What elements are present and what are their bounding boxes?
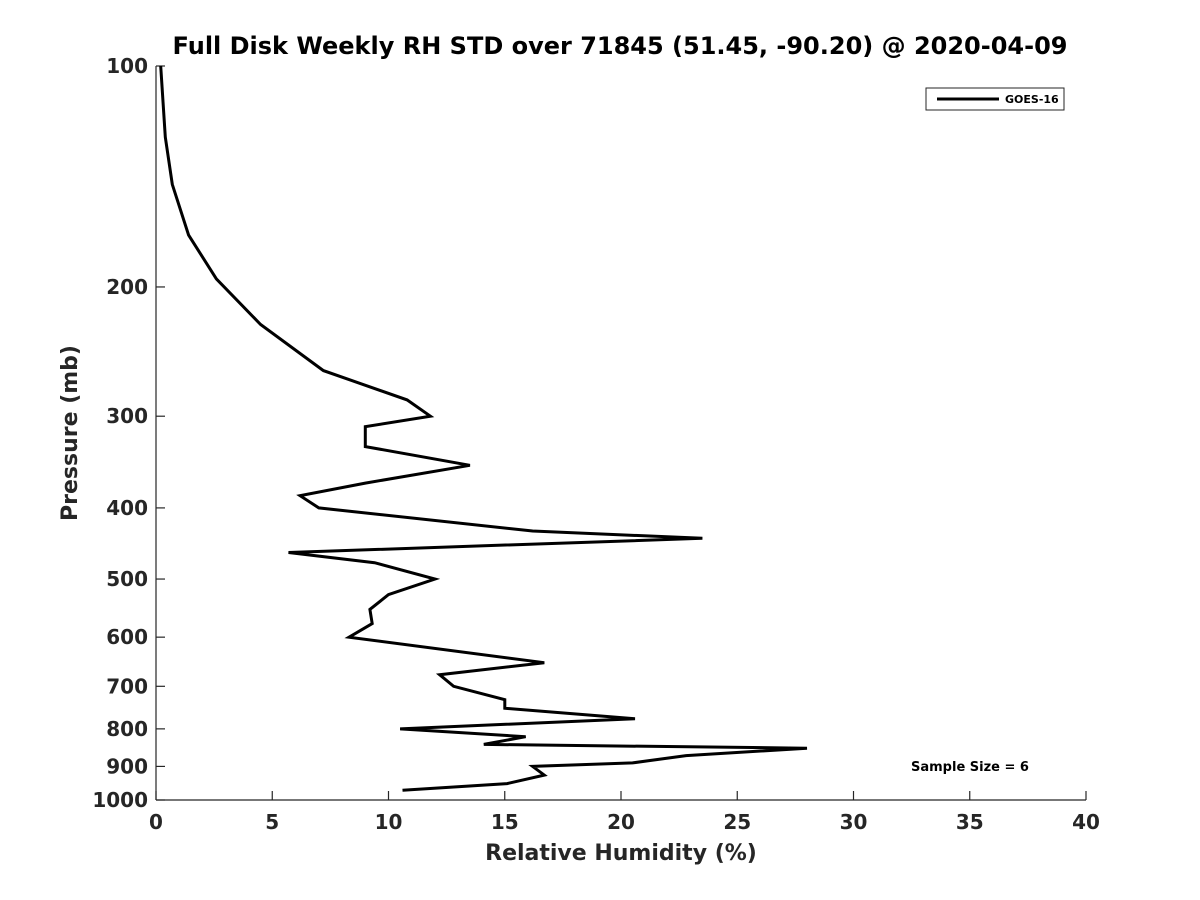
y-tick-label: 900: [106, 754, 148, 778]
y-tick-label: 300: [106, 404, 148, 428]
y-tick-label: 400: [106, 496, 148, 520]
y-tick-label: 1000: [92, 788, 148, 812]
y-tick-label: 100: [106, 54, 148, 78]
legend: GOES-16: [925, 87, 1065, 111]
series-line-goes-16: [159, 65, 808, 792]
y-tick-label: 800: [106, 717, 148, 741]
x-tick-label: 0: [149, 810, 163, 834]
y-axis-label: Pressure (mb): [58, 345, 83, 521]
y-tick-label: 700: [106, 674, 148, 698]
x-tick-label: 5: [265, 810, 279, 834]
x-axis-label: Relative Humidity (%): [485, 841, 757, 866]
x-tick-label: 10: [375, 810, 403, 834]
x-ticks: 0 5 10 15 20 25 30 35 40: [149, 791, 1100, 834]
axes: [155, 66, 1086, 801]
y-tick-label: 600: [106, 625, 148, 649]
sample-size-annotation: Sample Size = 6: [911, 760, 1029, 775]
x-tick-label: 20: [607, 810, 635, 834]
y-tick-label: 500: [106, 567, 148, 591]
x-tick-label: 40: [1072, 810, 1100, 834]
x-tick-label: 30: [840, 810, 868, 834]
legend-entry-goes-16: GOES-16: [1005, 93, 1059, 106]
chart-title: Full Disk Weekly RH STD over 71845 (51.4…: [173, 32, 1068, 60]
x-tick-label: 25: [723, 810, 751, 834]
y-tick-label: 200: [106, 275, 148, 299]
x-tick-label: 15: [491, 810, 519, 834]
x-tick-label: 35: [956, 810, 984, 834]
y-ticks: 100 200 300 400 500 600 700 800 900 1000: [92, 54, 165, 812]
